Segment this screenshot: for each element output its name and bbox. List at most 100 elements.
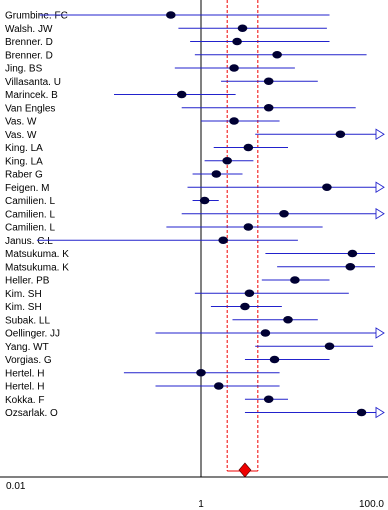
point-estimate-marker <box>356 408 367 417</box>
study-row: Grumbine. FC <box>5 11 330 22</box>
study-row: Van Engles <box>5 103 356 114</box>
point-estimate-marker <box>240 302 250 311</box>
study-row: Hertel. H <box>5 382 280 393</box>
pooled-estimate-diamond <box>238 462 252 478</box>
study-label: Matsukuma. K <box>5 249 69 260</box>
study-label: Ozsarlak. O <box>5 408 58 419</box>
point-estimate-marker <box>272 50 282 59</box>
point-estimate-marker <box>290 276 300 284</box>
point-estimate-marker <box>263 103 274 112</box>
study-label: Feigen. M <box>5 183 49 194</box>
study-label: Walsh. JW <box>5 24 53 35</box>
study-row: Vas. W <box>5 128 385 141</box>
study-row: Yang. WT <box>5 342 374 353</box>
point-estimate-marker <box>237 24 248 33</box>
point-estimate-marker <box>269 355 280 364</box>
study-label: Matsukuma. K <box>5 262 69 273</box>
study-row: Walsh. JW <box>5 24 327 35</box>
point-estimate-marker <box>347 249 358 258</box>
study-row: Feigen. M <box>5 181 385 194</box>
study-row: Hertel. H <box>5 368 280 379</box>
study-label: Oellinger. JJ <box>5 329 60 340</box>
study-label: Camilien. L <box>5 223 55 234</box>
study-label: Marincek. B <box>5 90 58 101</box>
study-label: Hertel. H <box>5 382 44 393</box>
study-row: King. LA <box>5 156 254 167</box>
study-row: Camilien. L <box>5 223 323 234</box>
study-row: Ozsarlak. O <box>5 406 385 419</box>
point-estimate-marker <box>199 196 210 205</box>
study-label: Kim. SH <box>5 302 42 313</box>
study-row: Camilien. L <box>5 196 219 207</box>
point-estimate-marker <box>263 395 274 404</box>
study-row: Brenner. D <box>5 37 330 48</box>
study-row: Kim. SH <box>5 289 349 300</box>
point-estimate-marker <box>283 315 293 324</box>
study-row: Janus. C.L <box>5 236 298 247</box>
point-estimate-marker <box>176 90 187 99</box>
study-label: Brenner. D <box>5 50 53 61</box>
study-row: Oellinger. JJ <box>5 327 385 340</box>
study-label: Kim. SH <box>5 289 42 300</box>
study-row: King. LA <box>5 143 288 154</box>
point-estimate-marker <box>229 117 239 125</box>
study-label: Subak. LL <box>5 315 50 326</box>
point-estimate-marker <box>243 223 254 231</box>
study-label: King. LA <box>5 143 43 154</box>
study-label: Vas. W <box>5 130 37 141</box>
ci-overflow-arrow <box>375 181 385 194</box>
point-estimate-marker <box>279 209 289 218</box>
study-row: Heller. PB <box>5 276 330 287</box>
study-label: Janus. C.L <box>5 236 53 247</box>
tick-label: 100.0 <box>359 499 384 510</box>
study-row: Raber G <box>5 170 243 181</box>
study-label: King. LA <box>5 156 43 167</box>
study-label: Camilien. L <box>5 209 55 220</box>
study-label: Hertel. H <box>5 368 44 379</box>
study-row: Brenner. D <box>5 50 367 61</box>
study-row: Vas. W <box>5 117 280 128</box>
study-row: Matsukuma. K <box>5 262 375 273</box>
study-label: Raber G <box>5 170 43 181</box>
study-label: Brenner. D <box>5 37 53 48</box>
point-estimate-marker <box>263 77 274 86</box>
study-label: Vas. W <box>5 117 37 128</box>
point-estimate-marker <box>324 342 335 351</box>
point-estimate-marker <box>335 130 346 139</box>
study-label: Villasanta. U <box>5 77 61 88</box>
tick-label: 1 <box>198 499 204 510</box>
point-estimate-marker <box>166 11 176 19</box>
point-estimate-marker <box>213 382 224 390</box>
point-estimate-marker <box>243 143 254 152</box>
point-estimate-marker <box>222 156 232 165</box>
point-estimate-marker <box>345 262 356 271</box>
study-row: Marincek. B <box>5 90 236 101</box>
study-label: Camilien. L <box>5 196 55 207</box>
study-label: Yang. WT <box>5 342 49 353</box>
study-row: Kokka. F <box>5 395 288 406</box>
point-estimate-marker <box>244 289 255 298</box>
study-row: Kim. SH <box>5 302 282 313</box>
study-row: Villasanta. U <box>5 77 318 88</box>
study-row: Camilien. L <box>5 207 385 220</box>
study-label: Jing. BS <box>5 64 43 75</box>
study-row: Subak. LL <box>5 315 318 326</box>
point-estimate-marker <box>196 368 206 377</box>
study-label: Vorgias. G <box>5 355 52 366</box>
ci-overflow-arrow <box>375 128 385 141</box>
point-estimate-marker <box>218 236 229 245</box>
study-label: Kokka. F <box>5 395 44 406</box>
point-estimate-marker <box>322 183 332 192</box>
study-row: Matsukuma. K <box>5 249 375 260</box>
study-row: Vorgias. G <box>5 355 330 366</box>
study-rows: Grumbine. FC Walsh. JW Brenner. D Brenner. … <box>5 11 385 419</box>
ci-overflow-arrow <box>375 327 385 339</box>
point-estimate-marker <box>232 37 242 46</box>
ci-overflow-arrow <box>375 207 385 220</box>
study-label: Grumbine. FC <box>5 11 68 22</box>
point-estimate-marker <box>260 329 271 337</box>
point-estimate-marker <box>229 64 239 72</box>
tick-label: 0.01 <box>6 481 26 492</box>
ci-overflow-arrow <box>375 406 385 419</box>
